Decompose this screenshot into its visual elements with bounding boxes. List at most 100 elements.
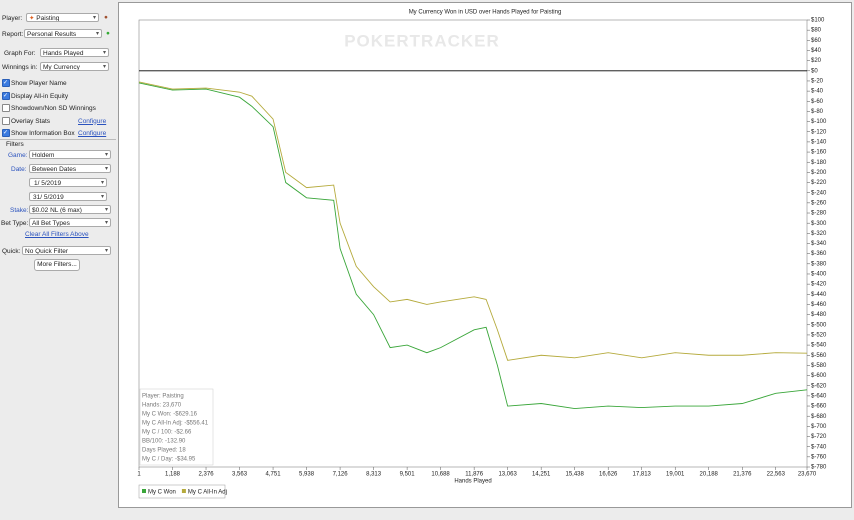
graph-for-row: Graph For: Hands Played	[0, 48, 116, 59]
checkbox-row: Show Player Name	[0, 78, 116, 89]
y-tick-label: $-380	[811, 261, 827, 267]
y-tick-label: $-240	[811, 190, 827, 196]
player-select[interactable]: ✦ Paisting	[26, 13, 99, 22]
date-to[interactable]: 31/ 5/2019	[29, 192, 107, 201]
x-tick-label: 7,126	[333, 472, 349, 478]
quick-row: Quick: No Quick Filter	[0, 246, 116, 257]
x-tick-label: 5,938	[299, 472, 315, 478]
watermark: POKERTRACKER	[344, 31, 500, 50]
winnings-select[interactable]: My Currency	[40, 62, 109, 71]
y-tick-label: $100	[811, 18, 825, 24]
x-tick-label: 8,313	[366, 472, 382, 478]
y-tick-label: $80	[811, 28, 822, 34]
date-from[interactable]: 1/ 5/2019	[29, 178, 107, 187]
label: Stake:	[10, 207, 29, 214]
checkbox-label: Overlay Stats	[11, 117, 51, 125]
label: Date:	[11, 166, 27, 173]
checkbox-label: Showdown/Non SD Winnings	[11, 105, 96, 112]
y-tick-label: $-280	[811, 211, 827, 217]
winnings-row: Winnings in: My Currency	[0, 62, 116, 73]
player-row: Player: ✦ Paisting ●	[0, 13, 116, 24]
filters-header: Filters	[0, 139, 116, 151]
info-line: My C / Day: -$34.95	[142, 457, 196, 463]
clear-filters-link[interactable]: Clear All Filters Above	[25, 231, 89, 238]
checkbox[interactable]	[2, 79, 10, 87]
label: Report:	[2, 31, 24, 38]
checkbox[interactable]	[2, 129, 10, 137]
graph-for-select[interactable]: Hands Played	[40, 48, 109, 57]
x-tick-label: 22,563	[767, 472, 786, 478]
value: Personal Results	[27, 31, 77, 38]
value: Between Dates	[32, 166, 77, 173]
value: 31/ 5/2019	[33, 194, 64, 201]
y-tick-label: $-20	[811, 79, 824, 85]
value: No Quick Filter	[25, 248, 68, 255]
y-tick-label: $-300	[811, 221, 827, 227]
stake-row: Stake: $0.02 NL (6 max)	[0, 205, 116, 216]
y-tick-label: $-320	[811, 231, 827, 237]
clear-row: Clear All Filters Above	[0, 230, 116, 241]
bet-type-select[interactable]: All Bet Types	[29, 218, 111, 227]
user-icon[interactable]: ●	[104, 14, 108, 21]
y-tick-label: $-340	[811, 241, 827, 247]
plot-area	[138, 19, 808, 468]
stake-select[interactable]: $0.02 NL (6 max)	[29, 205, 111, 214]
more-row: More Filters...	[0, 259, 116, 271]
label: Quick:	[2, 248, 21, 255]
x-tick-label: 20,188	[700, 472, 719, 478]
checkbox[interactable]	[2, 116, 10, 125]
y-tick-label: $60	[811, 38, 822, 44]
bet-type-row: Bet Type: All Bet Types	[0, 218, 116, 229]
y-tick-label: $-360	[811, 251, 827, 257]
checkbox[interactable]	[2, 104, 10, 112]
info-box	[139, 388, 214, 466]
series-line	[138, 82, 808, 410]
x-tick-label: 17,813	[633, 472, 652, 478]
checkbox-row: Overlay Stats Configure	[0, 116, 116, 127]
configure-link[interactable]: Configure	[78, 130, 107, 137]
y-tick-label: $-180	[811, 160, 827, 166]
y-tick-label: $-600	[811, 373, 827, 379]
x-axis-label: Hands Played	[454, 479, 491, 485]
x-tick-label: 10,688	[431, 472, 450, 478]
y-tick-label: $-220	[811, 180, 827, 186]
y-tick-label: $-540	[811, 343, 827, 349]
y-tick-label: $-420	[811, 282, 827, 288]
y-tick-label: $-760	[811, 454, 827, 460]
checkbox-row: Display All-in Equity	[0, 91, 116, 102]
y-tick-label: $-200	[811, 170, 827, 176]
sidebar: Player: ✦ Paisting ● Report: Personal Re…	[0, 0, 116, 520]
value: Holdem	[32, 152, 55, 159]
y-tick-label: $-400	[811, 272, 827, 278]
report-row: Report: Personal Results ●	[0, 29, 116, 40]
y-tick-label: $-100	[811, 119, 827, 125]
info-line: My C Won: -$629.16	[142, 412, 198, 418]
x-tick-label: 2,376	[199, 472, 215, 478]
date-select[interactable]: Between Dates	[29, 164, 111, 173]
y-tick-label: $-720	[811, 434, 827, 440]
x-tick-label: 13,063	[498, 472, 517, 478]
checkbox[interactable]	[2, 91, 10, 100]
ok-icon[interactable]: ●	[106, 30, 110, 37]
y-tick-label: $-120	[811, 129, 827, 135]
date-row: Date: Between Dates	[0, 164, 116, 175]
series-line	[138, 81, 808, 361]
chart: My Currency Won in USD over Hands Played…	[137, 10, 827, 499]
x-tick-label: 9,501	[400, 472, 416, 478]
y-tick-label: $-160	[811, 150, 827, 156]
y-tick-label: $-560	[811, 353, 827, 359]
info-line: My C All-In Adj: -$556.41	[142, 421, 209, 427]
legend-label: My C All-In Adj	[188, 490, 227, 496]
more-filters-button[interactable]: More Filters...	[34, 259, 80, 271]
label: Bet Type:	[1, 220, 29, 227]
y-tick-label: $-40	[811, 89, 824, 95]
x-tick-label: 15,438	[565, 472, 584, 478]
label: Game:	[8, 152, 28, 159]
info-line: Days Played: 18	[142, 448, 186, 454]
y-tick-label: $-740	[811, 444, 827, 450]
report-select[interactable]: Personal Results	[24, 29, 102, 38]
quick-select[interactable]: No Quick Filter	[22, 246, 111, 255]
configure-link[interactable]: Configure	[78, 117, 107, 125]
game-select[interactable]: Holdem	[29, 150, 111, 159]
